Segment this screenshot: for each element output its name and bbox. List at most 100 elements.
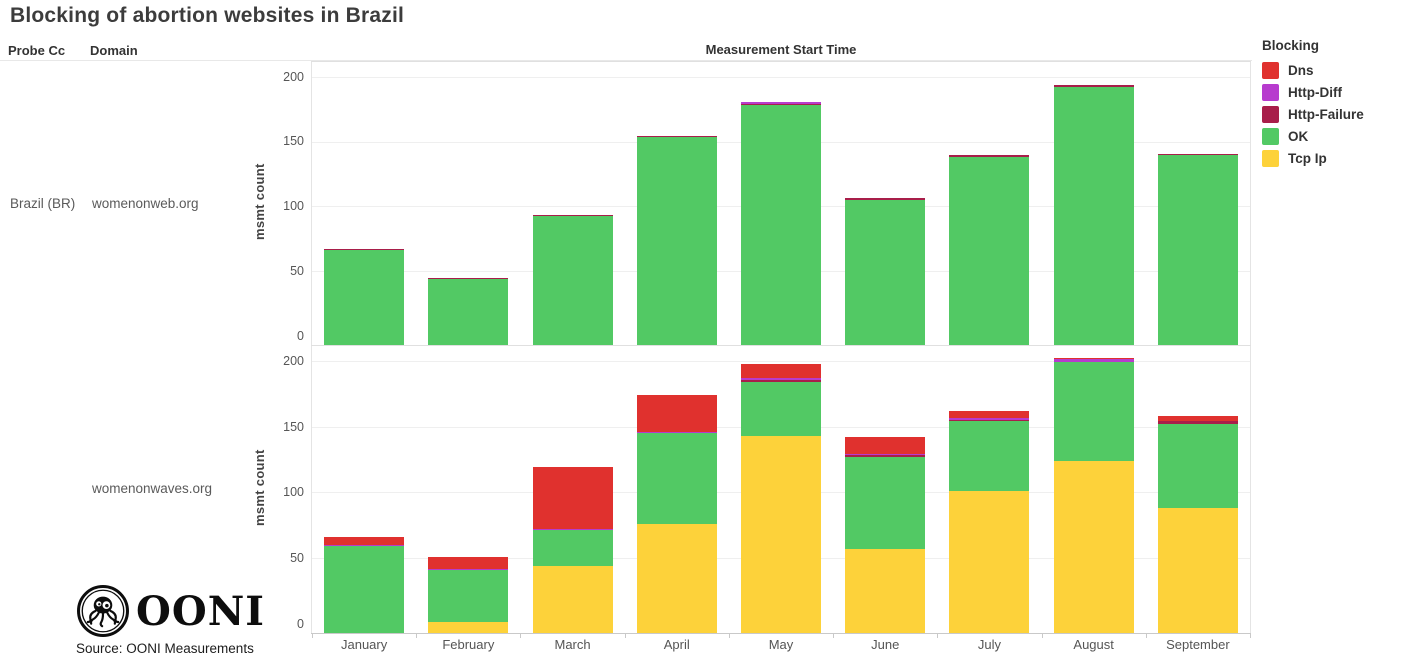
bar-segment-tcp-ip[interactable]	[428, 622, 509, 633]
bar-segment-ok[interactable]	[741, 104, 821, 345]
bar-segment-dns[interactable]	[324, 536, 405, 545]
bar-womenonweb.org-january[interactable]	[324, 62, 405, 345]
bar-segment-http-failure[interactable]	[845, 198, 926, 200]
bar-womenonweb.org-february[interactable]	[428, 62, 509, 345]
bar-segment-http-failure[interactable]	[741, 380, 821, 382]
bar-segment-tcp-ip[interactable]	[636, 523, 717, 633]
bar-segment-http-diff[interactable]	[741, 377, 821, 381]
bar-segment-tcp-ip[interactable]	[1157, 507, 1238, 633]
x-tick-label-march: March	[554, 637, 591, 652]
bar-womenonwaves.org-january[interactable]	[324, 346, 405, 633]
bar-segment-http-failure[interactable]	[1053, 85, 1134, 87]
bar-segment-ok[interactable]	[1157, 423, 1238, 508]
bar-segment-http-failure[interactable]	[324, 248, 405, 251]
legend-title: Blocking	[1262, 38, 1320, 53]
x-axis-title: Measurement Start Time	[705, 42, 857, 57]
bar-segment-dns[interactable]	[741, 364, 821, 378]
x-axis-tick	[416, 634, 418, 638]
bar-womenonweb.org-july[interactable]	[949, 62, 1030, 345]
bar-womenonweb.org-september[interactable]	[1157, 62, 1238, 345]
bar-segment-http-diff[interactable]	[741, 102, 821, 104]
column-header-probe-cc: Probe Cc	[8, 43, 66, 58]
bar-segment-tcp-ip[interactable]	[949, 490, 1030, 633]
x-axis-line	[311, 633, 1251, 634]
bar-segment-dns[interactable]	[532, 467, 613, 529]
bar-segment-ok[interactable]	[845, 456, 926, 549]
bar-segment-http-failure[interactable]	[1157, 154, 1238, 156]
bar-segment-http-diff[interactable]	[636, 431, 717, 433]
x-tick-label-june: June	[871, 637, 900, 652]
legend-item-http-diff[interactable]: Http-Diff	[1262, 81, 1412, 103]
bar-segment-ok[interactable]	[324, 546, 405, 633]
bar-segment-ok[interactable]	[949, 156, 1030, 345]
legend-item-tcp-ip[interactable]: Tcp Ip	[1262, 147, 1412, 169]
bar-segment-ok[interactable]	[1053, 361, 1134, 461]
bar-segment-dns[interactable]	[1157, 415, 1238, 422]
legend-color-swatch	[1262, 149, 1279, 167]
bar-segment-http-diff[interactable]	[845, 453, 926, 456]
bar-segment-ok[interactable]	[636, 137, 717, 345]
y-tick-label: 150	[283, 134, 304, 149]
x-axis-tick	[1041, 634, 1043, 638]
y-tick-label: 100	[283, 485, 304, 500]
y-tick-label: 100	[283, 199, 304, 214]
bar-segment-ok[interactable]	[428, 278, 509, 345]
bar-segment-tcp-ip[interactable]	[1053, 460, 1134, 633]
bar-segment-ok[interactable]	[1053, 86, 1134, 345]
bar-womenonwaves.org-september[interactable]	[1157, 346, 1238, 633]
bar-segment-ok[interactable]	[428, 569, 509, 623]
bar-womenonwaves.org-august[interactable]	[1053, 346, 1134, 633]
legend: Blocking Dns Http-Diff Http-Failure OK Tcp I…	[1262, 38, 1412, 169]
x-axis-tick	[312, 634, 313, 638]
bar-segment-ok[interactable]	[532, 216, 613, 345]
bar-segment-dns[interactable]	[1053, 357, 1134, 360]
bar-segment-http-diff[interactable]	[949, 418, 1030, 420]
bar-segment-dns[interactable]	[845, 436, 926, 454]
bar-segment-http-diff[interactable]	[428, 568, 509, 570]
bar-segment-tcp-ip[interactable]	[845, 548, 926, 633]
legend-item-http-failure[interactable]: Http-Failure	[1262, 103, 1412, 125]
bar-segment-http-failure[interactable]	[532, 215, 613, 217]
bar-segment-dns[interactable]	[636, 394, 717, 432]
row-label-probe-cc: Brazil (BR)	[10, 196, 76, 211]
bar-segment-http-diff[interactable]	[1053, 359, 1134, 362]
bar-segment-ok[interactable]	[949, 421, 1030, 491]
bar-segment-http-failure[interactable]	[741, 103, 821, 105]
bar-segment-dns[interactable]	[949, 410, 1030, 419]
bar-segment-ok[interactable]	[845, 199, 926, 345]
legend-item-dns[interactable]: Dns	[1262, 59, 1412, 81]
bar-womenonwaves.org-may[interactable]	[741, 346, 821, 633]
bar-segment-http-failure[interactable]	[1157, 421, 1238, 424]
bar-womenonweb.org-may[interactable]	[741, 62, 821, 345]
bar-segment-ok[interactable]	[636, 432, 717, 524]
bar-segment-ok[interactable]	[741, 381, 821, 436]
bar-segment-tcp-ip[interactable]	[741, 435, 821, 633]
bar-segment-ok[interactable]	[1157, 155, 1238, 345]
y-tick-label: 200	[283, 69, 304, 84]
bar-segment-tcp-ip[interactable]	[532, 565, 613, 633]
bar-segment-dns[interactable]	[428, 556, 509, 569]
bar-womenonwaves.org-june[interactable]	[845, 346, 926, 633]
bar-womenonwaves.org-february[interactable]	[428, 346, 509, 633]
bar-segment-http-failure[interactable]	[845, 455, 926, 457]
bar-womenonwaves.org-march[interactable]	[532, 346, 613, 633]
x-tick-label-august: August	[1073, 637, 1114, 652]
y-tick-label: 50	[290, 551, 304, 566]
bar-womenonweb.org-april[interactable]	[636, 62, 717, 345]
bar-womenonweb.org-march[interactable]	[532, 62, 613, 345]
bar-womenonwaves.org-april[interactable]	[636, 346, 717, 633]
x-tick-label-september: September	[1166, 637, 1230, 652]
bar-segment-http-failure[interactable]	[636, 136, 717, 138]
bar-segment-http-diff[interactable]	[324, 544, 405, 547]
bar-womenonweb.org-august[interactable]	[1053, 62, 1134, 345]
bar-segment-http-failure[interactable]	[949, 419, 1030, 422]
bar-womenonweb.org-june[interactable]	[845, 62, 926, 345]
legend-item-label: Http-Failure	[1288, 106, 1364, 122]
bar-segment-ok[interactable]	[324, 250, 405, 345]
legend-item-ok[interactable]: OK	[1262, 125, 1412, 147]
bar-segment-http-failure[interactable]	[428, 277, 509, 279]
bar-womenonwaves.org-july[interactable]	[949, 346, 1030, 633]
bar-segment-http-diff[interactable]	[532, 529, 613, 531]
bar-segment-http-failure[interactable]	[949, 155, 1030, 157]
bar-segment-ok[interactable]	[532, 530, 613, 566]
